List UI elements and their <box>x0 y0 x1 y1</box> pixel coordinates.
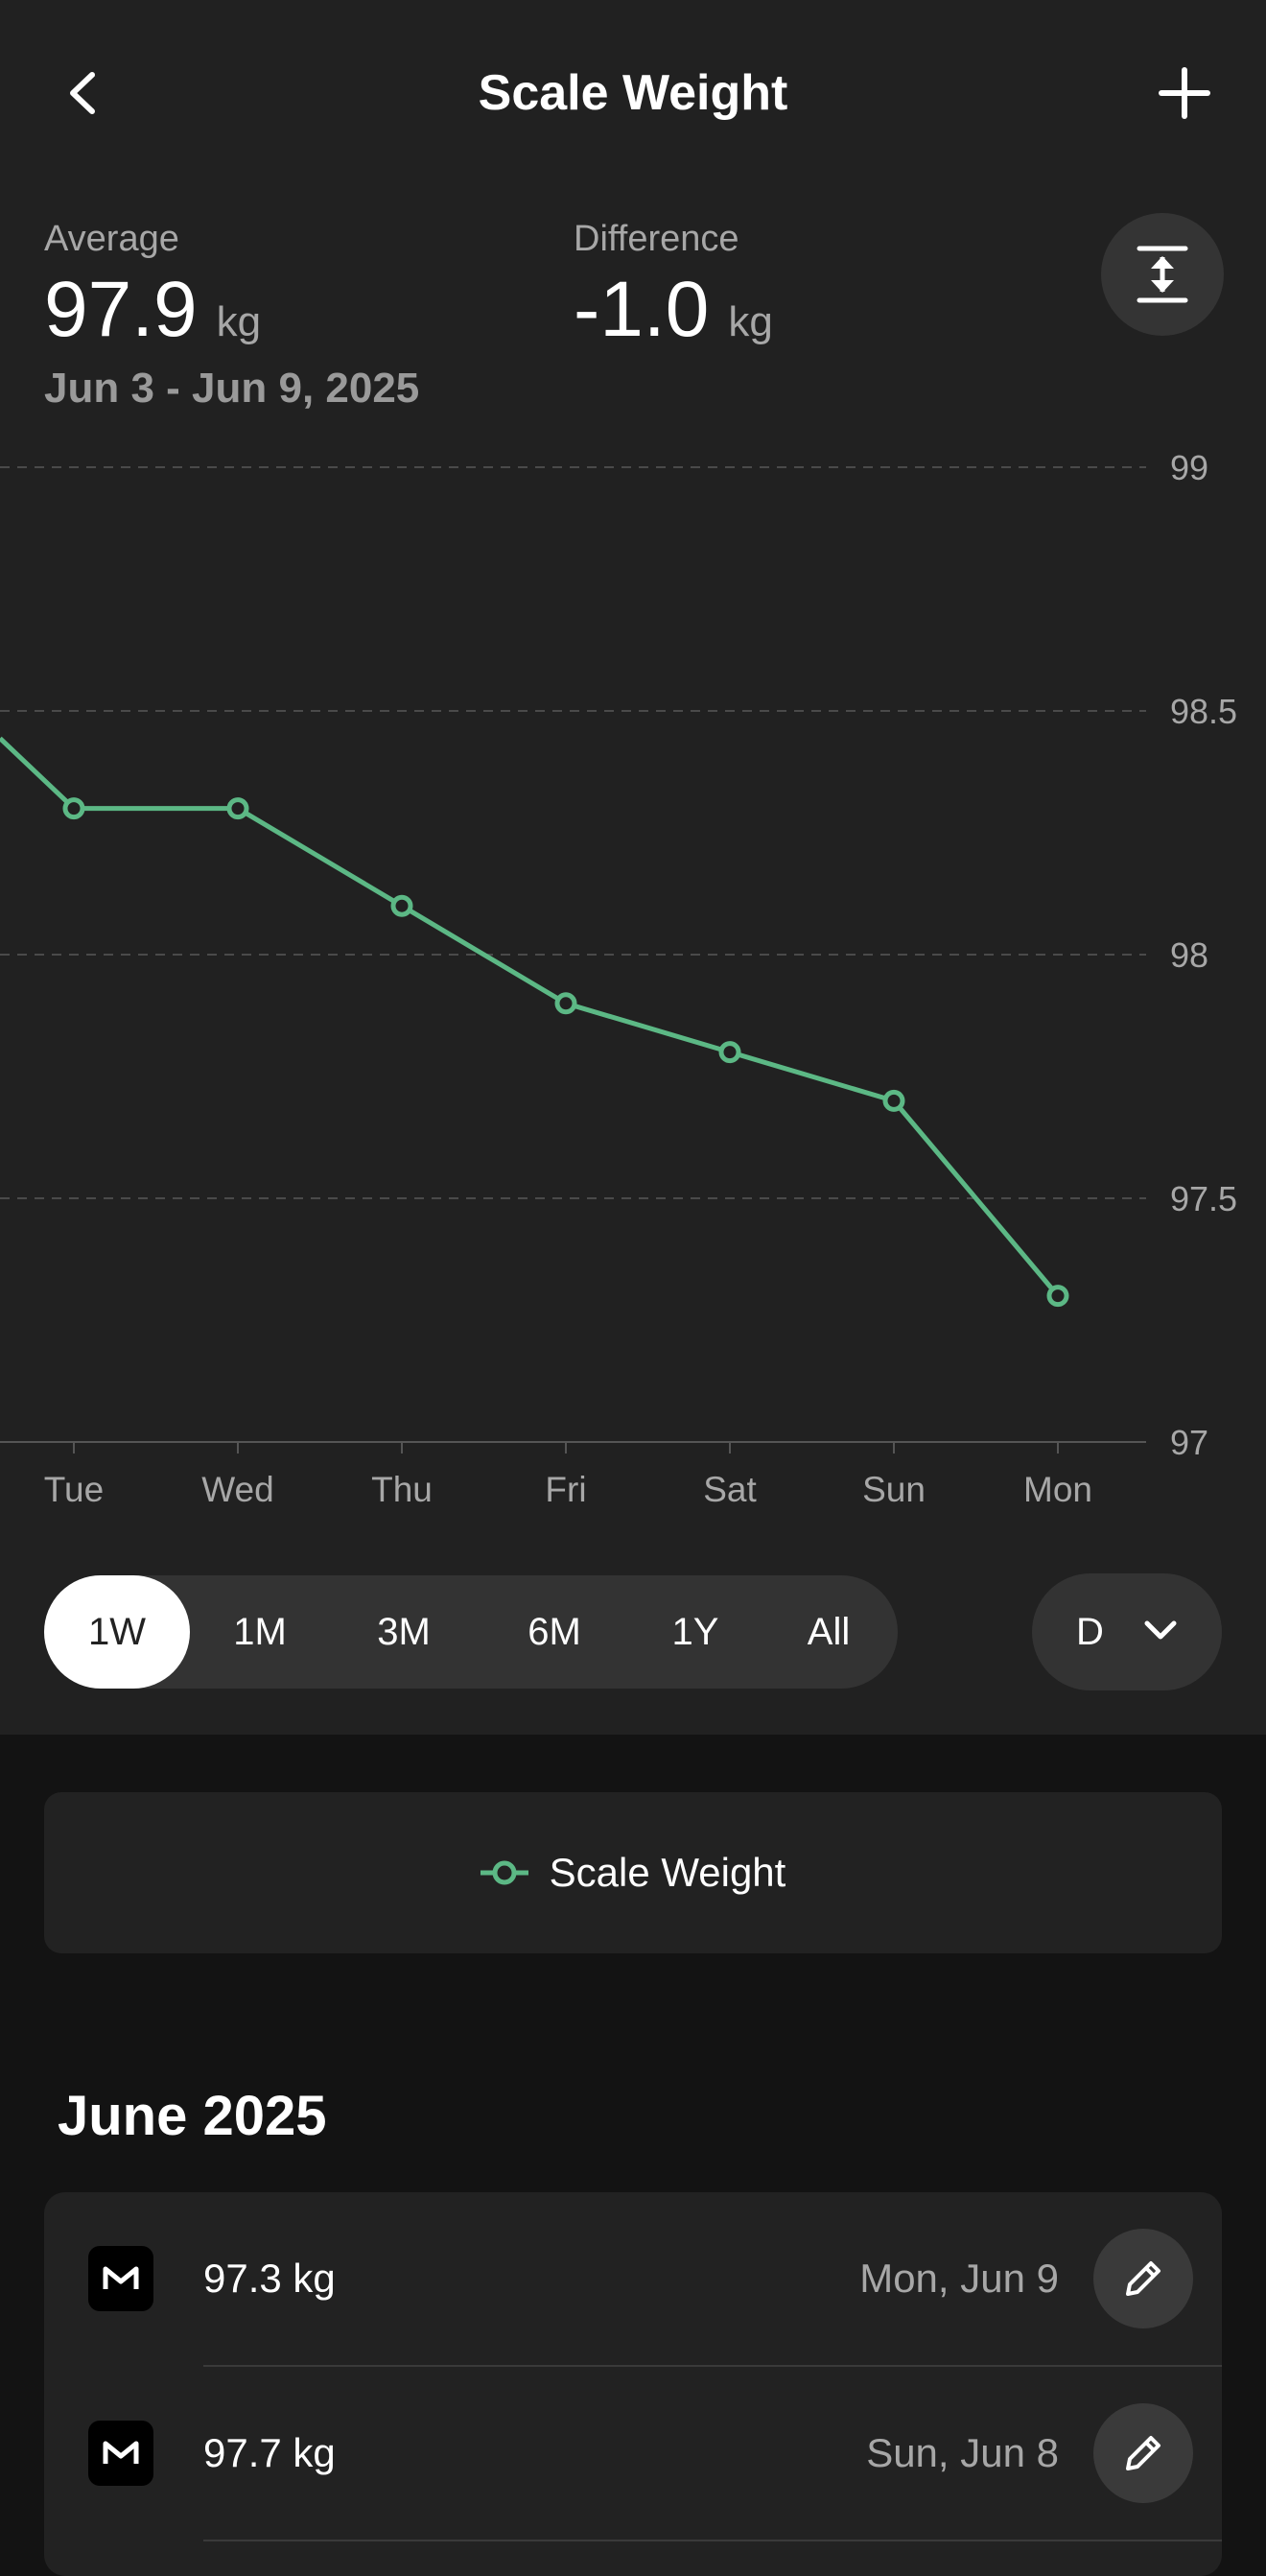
range-option-all[interactable]: All <box>807 1611 851 1653</box>
average-unit: kg <box>216 298 262 345</box>
back-button[interactable] <box>54 59 111 127</box>
data-point <box>882 1089 905 1112</box>
data-point <box>718 1041 741 1064</box>
period-dropdown[interactable]: D <box>1032 1573 1222 1690</box>
x-tick-label: Sat <box>703 1470 757 1509</box>
divider <box>203 2540 1222 2541</box>
y-tick-label: 97 <box>1170 1423 1208 1462</box>
difference-value: -1.0 kg <box>574 271 773 349</box>
difference-number: -1.0 <box>574 266 710 353</box>
source-app-icon <box>88 2246 153 2311</box>
y-tick-label: 97.5 <box>1170 1179 1237 1218</box>
entry-date: Sun, Jun 8 <box>866 2430 1059 2475</box>
period-value: D <box>1076 1611 1104 1653</box>
list-item[interactable]: 97.3 kg Mon, Jun 9 <box>44 2192 1222 2365</box>
range-option-1m[interactable]: 1M <box>233 1611 287 1653</box>
source-app-icon <box>88 2421 153 2486</box>
edit-entry-button[interactable] <box>1093 2229 1193 2328</box>
page-title: Scale Weight <box>478 65 788 121</box>
data-point <box>390 894 413 917</box>
entries-list: 97.3 kg Mon, Jun 9 97.7 kg Sun, Jun 8 <box>44 2192 1222 2576</box>
fit-scale-button[interactable] <box>1101 213 1224 336</box>
chart-legend: Scale Weight <box>44 1792 1222 1953</box>
chevron-left-icon <box>70 72 95 114</box>
entry-weight: 97.3 kg <box>203 2256 336 2301</box>
chevron-down-icon <box>1144 1620 1177 1640</box>
edit-entry-button[interactable] <box>1093 2403 1193 2503</box>
series-line <box>0 736 1060 1298</box>
data-point <box>226 797 249 820</box>
average-value: 97.9 kg <box>44 271 261 349</box>
y-tick-label: 98 <box>1170 935 1208 975</box>
pencil-icon <box>1126 2261 1160 2296</box>
range-option-6m[interactable]: 6M <box>528 1611 581 1653</box>
data-point <box>62 797 85 820</box>
vertical-expand-icon <box>1137 246 1188 303</box>
range-option-3m[interactable]: 3M <box>377 1611 431 1653</box>
range-option-1y[interactable]: 1Y <box>671 1611 719 1653</box>
average-label: Average <box>44 219 179 259</box>
x-tick-label: Thu <box>371 1470 433 1509</box>
difference-label: Difference <box>574 219 739 259</box>
y-tick-label: 99 <box>1170 448 1208 487</box>
entry-weight: 97.7 kg <box>203 2430 336 2475</box>
x-tick-label: Sun <box>862 1470 926 1509</box>
y-tick-label: 98.5 <box>1170 692 1237 731</box>
weight-line-chart[interactable]: 99 98.5 98 97.5 97 Tue Wed Thu Fri Sat Sun Mon <box>0 422 1266 1535</box>
date-range: Jun 3 - Jun 9, 2025 <box>44 365 420 412</box>
header: Scale Weight <box>0 0 1266 192</box>
time-range-selector: 1W 1M 3M 6M 1Y All <box>44 1575 898 1689</box>
range-option-1w[interactable]: 1W <box>44 1575 190 1689</box>
add-entry-button[interactable] <box>1151 59 1218 127</box>
average-number: 97.9 <box>44 266 198 353</box>
x-tick-label: Mon <box>1023 1470 1092 1509</box>
data-point <box>554 992 577 1015</box>
x-tick-label: Wed <box>201 1470 273 1509</box>
chart-panel <box>0 0 1266 1735</box>
entry-date: Mon, Jun 9 <box>859 2256 1059 2301</box>
month-heading: June 2025 <box>58 2085 327 2147</box>
x-tick-label: Fri <box>545 1470 586 1509</box>
data-point <box>1046 1285 1069 1308</box>
legend-line-marker-icon <box>480 1860 528 1885</box>
x-tick-label: Tue <box>44 1470 104 1509</box>
list-item[interactable]: 97.7 kg Sun, Jun 8 <box>44 2367 1222 2540</box>
plus-icon <box>1159 67 1210 119</box>
legend-label: Scale Weight <box>549 1850 786 1895</box>
pencil-icon <box>1126 2436 1160 2470</box>
divider <box>203 2365 1222 2367</box>
difference-unit: kg <box>728 298 773 345</box>
